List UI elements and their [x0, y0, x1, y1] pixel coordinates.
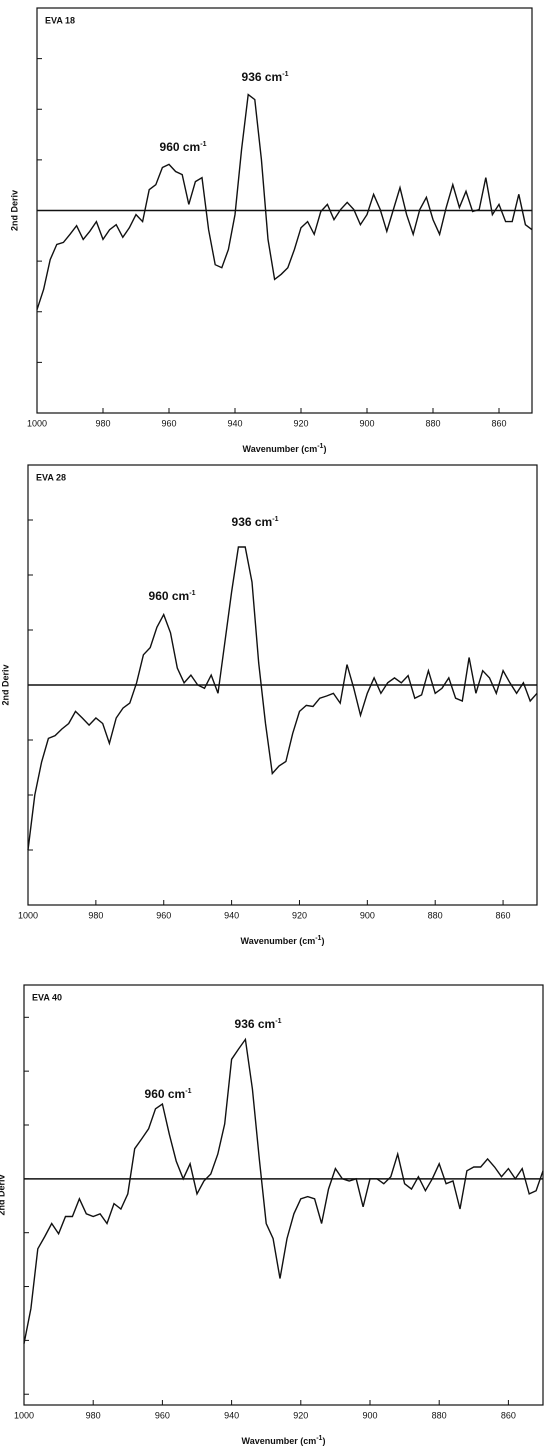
- x-tick-label: 900: [362, 1410, 377, 1420]
- peak-annotation-part: -1: [275, 1018, 281, 1025]
- spectrum-line: [36, 93, 533, 310]
- peak-annotation-part: -1: [189, 590, 195, 597]
- x-tick-label: 980: [86, 1410, 101, 1420]
- x-tick-label: 900: [359, 418, 374, 428]
- x-axis-label-part: ): [321, 936, 324, 946]
- x-axis-label-part: Wavenumber (cm: [242, 1436, 317, 1446]
- x-tick-label: 860: [501, 1410, 516, 1420]
- x-tick-label: 980: [88, 910, 103, 920]
- x-tick-label: 1000: [18, 910, 38, 920]
- x-axis-label: Wavenumber (cm-1): [243, 443, 327, 454]
- x-tick-label: 940: [227, 418, 242, 428]
- spectrum-line: [27, 546, 538, 851]
- x-tick-label: 860: [491, 418, 506, 428]
- y-axis-label: 2nd Deriv: [9, 190, 19, 231]
- x-tick-label: 960: [156, 910, 171, 920]
- x-tick-label: 940: [224, 1410, 239, 1420]
- peak-annotation-part: 936 cm: [242, 70, 283, 84]
- spectrum-line: [23, 1037, 544, 1344]
- x-tick-label: 960: [161, 418, 176, 428]
- peak-annotation: 960 cm-1: [160, 140, 207, 154]
- x-axis-label-part: Wavenumber (cm: [243, 444, 318, 454]
- peak-annotation: 936 cm-1: [235, 1017, 282, 1031]
- peak-annotation-part: -1: [282, 71, 288, 78]
- x-tick-label: 900: [360, 910, 375, 920]
- peak-annotation: 936 cm-1: [232, 515, 279, 529]
- x-tick-label: 960: [155, 1410, 170, 1420]
- x-tick-label: 920: [292, 910, 307, 920]
- x-tick-label: 880: [428, 910, 443, 920]
- peak-annotation-part: 960 cm: [160, 140, 201, 154]
- x-axis-label-part: -1: [315, 935, 321, 942]
- x-tick-label: 1000: [27, 418, 47, 428]
- peak-annotation-part: 960 cm: [145, 1087, 186, 1101]
- peak-annotation-part: 936 cm: [232, 515, 273, 529]
- peak-annotation-part: -1: [185, 1088, 191, 1095]
- x-tick-label: 860: [496, 910, 511, 920]
- peak-annotation-part: 960 cm: [149, 589, 190, 603]
- y-axis-label: 2nd Deriv: [0, 664, 10, 705]
- x-tick-label: 920: [293, 1410, 308, 1420]
- peak-annotation: 960 cm-1: [145, 1087, 192, 1101]
- x-axis-label-part: -1: [317, 443, 323, 450]
- x-tick-label: 920: [293, 418, 308, 428]
- x-axis-label-part: ): [323, 444, 326, 454]
- x-axis-label: Wavenumber (cm-1): [241, 935, 325, 946]
- x-axis-label-part: Wavenumber (cm: [241, 936, 316, 946]
- x-tick-label: 980: [95, 418, 110, 428]
- peak-annotation-part: -1: [272, 516, 278, 523]
- x-tick-label: 880: [432, 1410, 447, 1420]
- panel-title: EVA 28: [36, 472, 66, 482]
- x-axis-label-part: ): [322, 1436, 325, 1446]
- panel-title: EVA 40: [32, 992, 62, 1002]
- x-axis-label: Wavenumber (cm-1): [242, 1435, 326, 1446]
- y-axis-label: 2nd Deriv: [0, 1174, 6, 1215]
- peak-annotation-part: -1: [200, 141, 206, 148]
- x-tick-label: 940: [224, 910, 239, 920]
- peak-annotation: 960 cm-1: [149, 589, 196, 603]
- panel-title: EVA 18: [45, 15, 75, 25]
- plot-frame: [23, 984, 544, 1406]
- peak-annotation: 936 cm-1: [242, 70, 289, 84]
- peak-annotation-part: 936 cm: [235, 1017, 276, 1031]
- x-axis-label-part: -1: [316, 1435, 322, 1442]
- x-tick-label: 1000: [14, 1410, 34, 1420]
- x-tick-label: 880: [425, 418, 440, 428]
